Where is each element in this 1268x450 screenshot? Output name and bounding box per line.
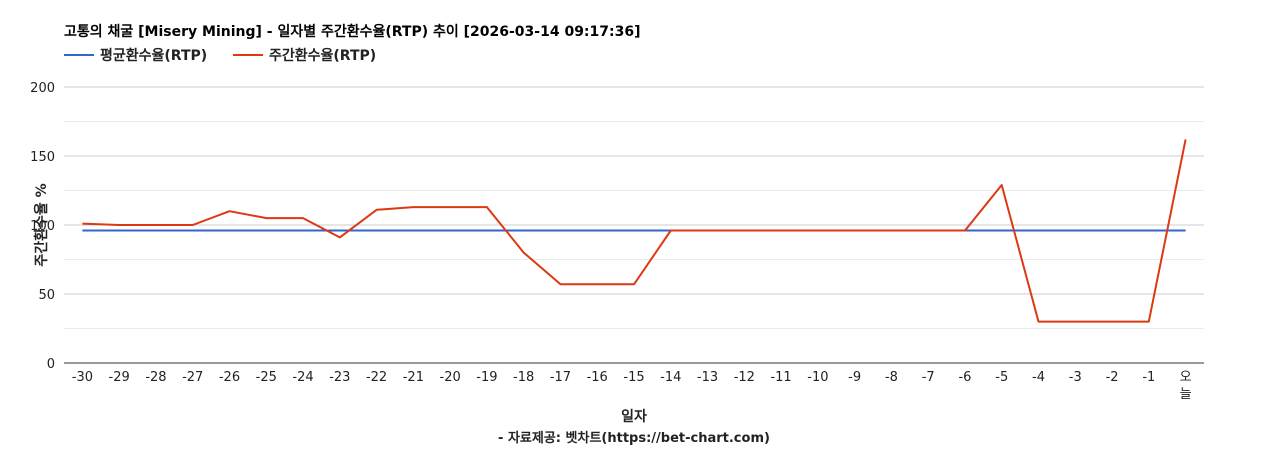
legend: 평균환수율(RTP) 주간환수율(RTP) (64, 47, 376, 64)
x-tick-label: -10 (807, 370, 828, 385)
x-axis-title: 일자 (621, 409, 647, 425)
x-tick-label: -6 (958, 370, 971, 385)
chart-title: 고통의 채굴 [Misery Mining] - 일자별 주간환수율(RTP) … (64, 23, 641, 40)
x-tick-label: -8 (885, 370, 898, 385)
x-tick-label: -24 (292, 370, 313, 385)
legend-label-weekly: 주간환수율(RTP) (269, 47, 376, 64)
x-tick-label: -29 (109, 370, 130, 385)
x-tick-label: -21 (403, 370, 424, 385)
x-tick-label: -17 (550, 370, 571, 385)
x-tick-label: -13 (697, 370, 718, 385)
x-tick-label: -12 (734, 370, 755, 385)
x-tick-label: -28 (145, 370, 166, 385)
source-credit: - 자료제공: 벳차트(https://bet-chart.com) (498, 430, 770, 446)
y-tick-label: 0 (47, 357, 55, 372)
x-tick-label: -9 (848, 370, 861, 385)
y-tick-label: 150 (30, 150, 55, 165)
x-tick-label: -19 (476, 370, 497, 385)
y-axis-title: 주간환수율 % (33, 183, 50, 266)
gridlines (64, 86, 1204, 329)
x-tick-label: -22 (366, 370, 387, 385)
x-tick-label: -23 (329, 370, 350, 385)
x-tick-label: -4 (1032, 370, 1045, 385)
x-tick-label: -2 (1106, 370, 1119, 385)
x-tick-label: -27 (182, 370, 203, 385)
x-tick-label: -1 (1142, 370, 1155, 385)
x-tick-label: -30 (72, 370, 93, 385)
x-tick-label: -7 (922, 370, 935, 385)
x-tick-label: -16 (587, 370, 608, 385)
y-tick-label: 200 (30, 81, 55, 96)
x-tick-label: -20 (440, 370, 461, 385)
x-tick-label: -25 (256, 370, 277, 385)
x-tick-label: -5 (995, 370, 1008, 385)
legend-label-average: 평균환수율(RTP) (100, 47, 207, 64)
series-lines (82, 139, 1187, 323)
x-tick-label: -14 (660, 370, 681, 385)
y-tick-label: 100 (30, 219, 55, 234)
x-tick-label: -26 (219, 370, 240, 385)
x-tick-label: -11 (770, 370, 791, 385)
x-tick-label: -3 (1069, 370, 1082, 385)
x-tick-label: -15 (623, 370, 644, 385)
x-axis-ticks: -30 -29 -28 -27 -26 -25 -24 -23 -22 -21 -20 -19 -18 -… (72, 370, 1192, 402)
series-line-weekly (82, 139, 1187, 323)
x-tick-label: -18 (513, 370, 534, 385)
y-axis-ticks: 0 50 100 150 200 (30, 81, 55, 372)
y-tick-label: 50 (38, 288, 55, 303)
